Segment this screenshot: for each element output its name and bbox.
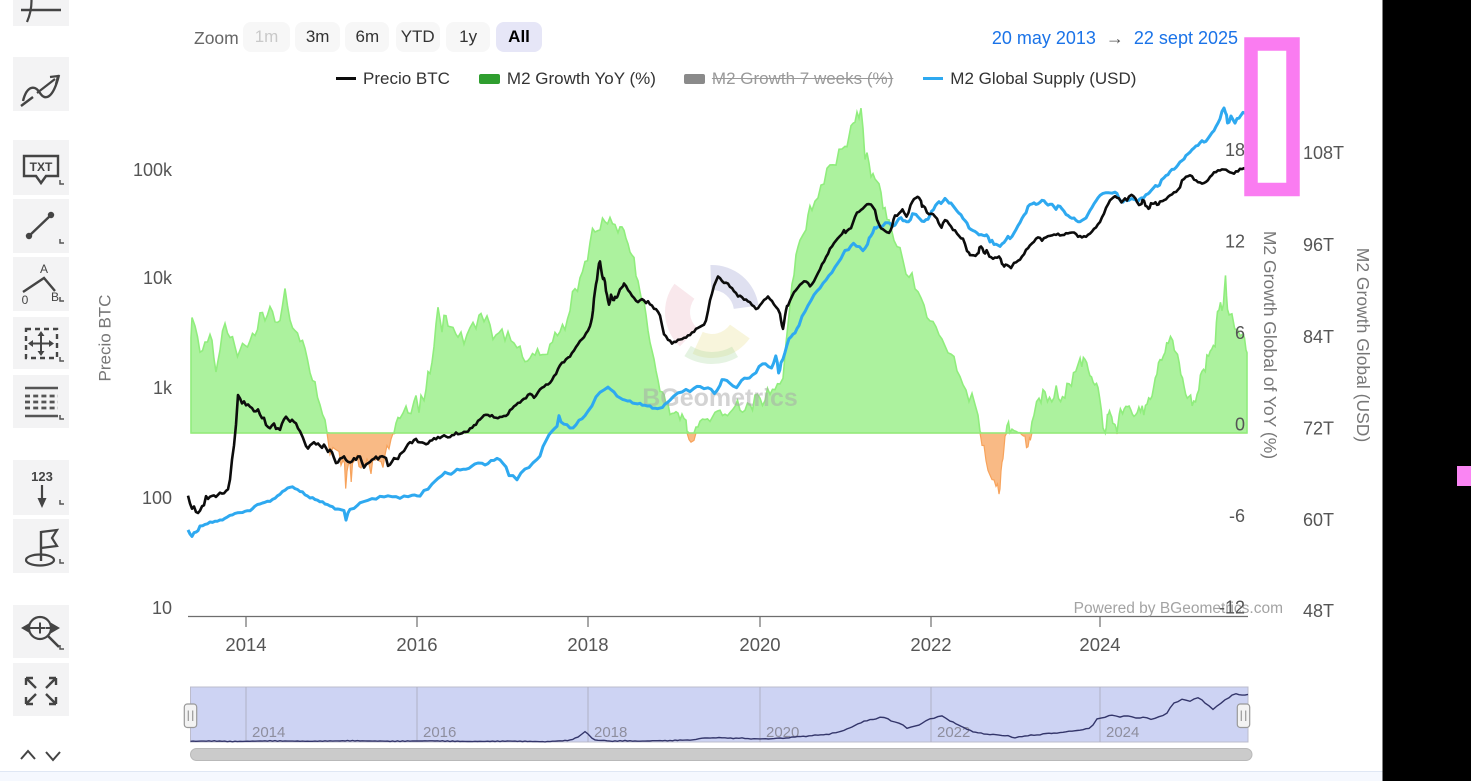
svg-text:M2 Growth Global of YoY (%): M2 Growth Global of YoY (%) (1260, 231, 1280, 459)
svg-text:60T: 60T (1303, 510, 1334, 530)
svg-text:123: 123 (31, 469, 53, 484)
svg-text:Powered by BGeometrics.com: Powered by BGeometrics.com (1074, 600, 1283, 617)
svg-text:2020: 2020 (739, 634, 780, 655)
svg-text:2022: 2022 (937, 724, 970, 741)
svg-text:2018: 2018 (594, 724, 627, 741)
svg-text:100k: 100k (133, 160, 173, 180)
svg-text:10k: 10k (143, 268, 173, 288)
svg-text:10: 10 (152, 598, 172, 618)
svg-text:6: 6 (1235, 323, 1245, 343)
svg-text:-6: -6 (1229, 506, 1245, 526)
svg-text:12: 12 (1225, 232, 1245, 252)
svg-text:2016: 2016 (423, 724, 456, 741)
svg-text:2016: 2016 (396, 634, 437, 655)
svg-text:96T: 96T (1303, 235, 1334, 255)
svg-text:1k: 1k (153, 378, 173, 398)
svg-text:100: 100 (142, 488, 172, 508)
svg-text:0: 0 (1235, 415, 1245, 435)
svg-text:0: 0 (22, 293, 29, 307)
svg-text:2024: 2024 (1106, 724, 1139, 741)
svg-text:Precio BTC: Precio BTC (96, 295, 115, 382)
svg-text:108T: 108T (1303, 143, 1344, 163)
svg-text:TXT: TXT (30, 160, 53, 174)
svg-text:72T: 72T (1303, 419, 1334, 439)
svg-text:84T: 84T (1303, 327, 1334, 347)
svg-text:BGeometrics: BGeometrics (642, 384, 798, 412)
svg-text:2014: 2014 (225, 634, 266, 655)
svg-text:-12: -12 (1219, 598, 1245, 618)
svg-text:2024: 2024 (1079, 634, 1120, 655)
svg-text:2014: 2014 (252, 724, 285, 741)
svg-text:2018: 2018 (567, 634, 608, 655)
svg-text:48T: 48T (1303, 601, 1334, 621)
svg-text:A: A (40, 262, 48, 276)
svg-text:2022: 2022 (910, 634, 951, 655)
svg-text:B: B (51, 290, 59, 304)
svg-text:18: 18 (1225, 140, 1245, 160)
svg-text:M2 Growth Global (USD): M2 Growth Global (USD) (1353, 248, 1373, 443)
